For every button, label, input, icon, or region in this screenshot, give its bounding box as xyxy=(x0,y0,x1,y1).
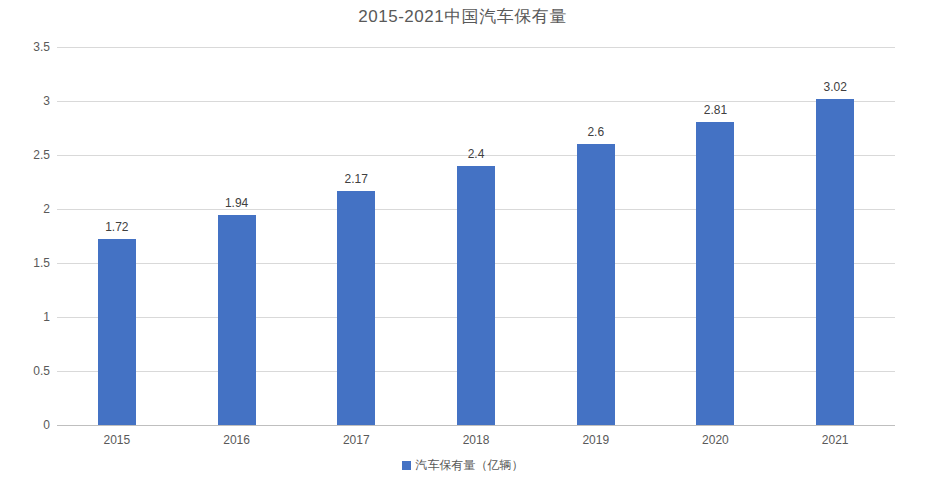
bar-value-label: 3.02 xyxy=(775,80,895,94)
x-axis-label: 2020 xyxy=(656,433,776,447)
y-axis-tick-label: 0 xyxy=(0,418,50,432)
bar-value-label: 2.4 xyxy=(416,147,536,161)
bar-column-2017: 2.172017 xyxy=(296,47,416,425)
y-axis-labels: 00.511.522.533.5 xyxy=(0,47,50,425)
bar-value-label: 1.72 xyxy=(57,220,177,234)
legend-label: 汽车保有量（亿辆） xyxy=(416,457,524,474)
legend-marker-icon xyxy=(402,461,411,470)
bar-2015 xyxy=(98,239,136,425)
bar-2016 xyxy=(218,215,256,425)
bar-value-label: 2.17 xyxy=(296,172,416,186)
y-axis-tick-label: 2 xyxy=(0,202,50,216)
bar-2018 xyxy=(457,166,495,425)
plot-area: 1.7220151.9420162.1720172.420182.620192.… xyxy=(57,47,895,425)
legend: 汽车保有量（亿辆） xyxy=(0,457,925,474)
x-axis-label: 2015 xyxy=(57,433,177,447)
x-axis-label: 2019 xyxy=(536,433,656,447)
bar-column-2020: 2.812020 xyxy=(656,47,776,425)
y-axis-tick-label: 2.5 xyxy=(0,148,50,162)
chart-title: 2015-2021中国汽车保有量 xyxy=(0,5,925,28)
bar-column-2016: 1.942016 xyxy=(177,47,297,425)
bar-column-2018: 2.42018 xyxy=(416,47,536,425)
bar-value-label: 2.81 xyxy=(656,103,776,117)
bar-column-2015: 1.722015 xyxy=(57,47,177,425)
bar-columns: 1.7220151.9420162.1720172.420182.620192.… xyxy=(57,47,895,425)
bar-2017 xyxy=(337,191,375,425)
bar-value-label: 1.94 xyxy=(177,196,297,210)
x-axis-label: 2017 xyxy=(296,433,416,447)
bar-chart: 2015-2021中国汽车保有量 00.511.522.533.5 1.7220… xyxy=(0,0,925,484)
x-axis-label: 2016 xyxy=(177,433,297,447)
bar-value-label: 2.6 xyxy=(536,125,656,139)
x-axis-line xyxy=(57,425,895,426)
y-axis-tick-label: 0.5 xyxy=(0,364,50,378)
y-axis-tick-label: 3 xyxy=(0,94,50,108)
y-axis-tick-label: 1.5 xyxy=(0,256,50,270)
bar-2020 xyxy=(696,122,734,425)
bar-2021 xyxy=(816,99,854,425)
bar-2019 xyxy=(577,144,615,425)
bar-column-2021: 3.022021 xyxy=(775,47,895,425)
y-axis-tick-label: 3.5 xyxy=(0,40,50,54)
y-axis-tick-label: 1 xyxy=(0,310,50,324)
bar-column-2019: 2.62019 xyxy=(536,47,656,425)
x-axis-label: 2018 xyxy=(416,433,536,447)
x-axis-label: 2021 xyxy=(775,433,895,447)
